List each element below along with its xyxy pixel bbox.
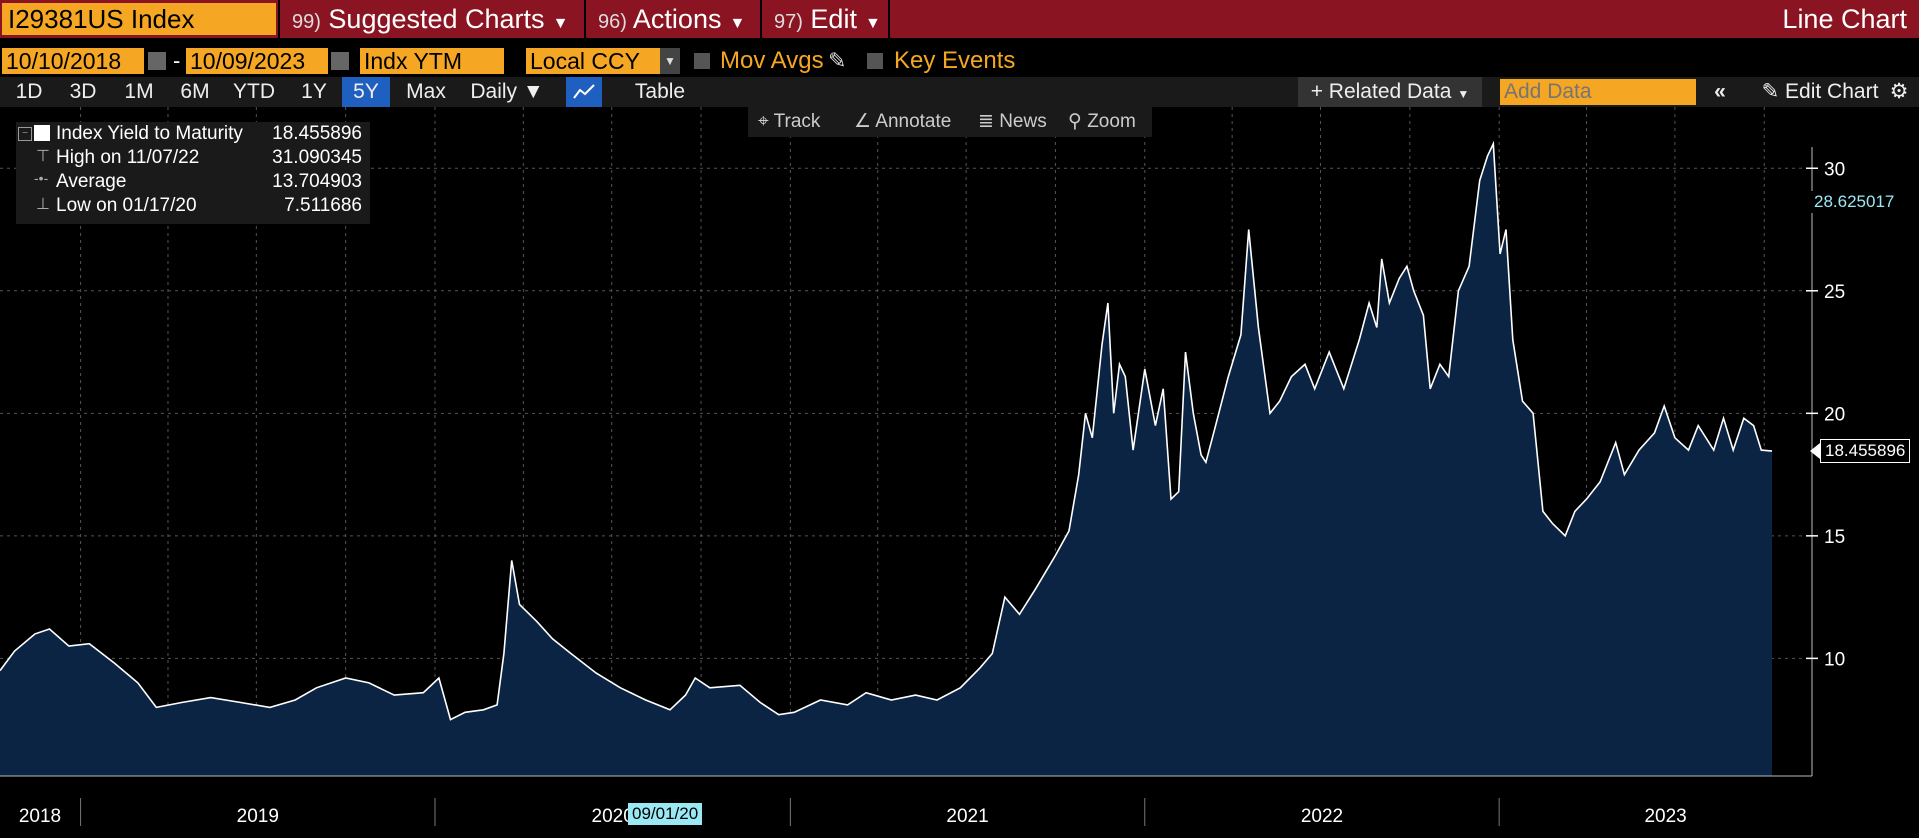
axes: 10 15 20 25 30 2018 2019 2020 2021 2022 2023 — [0, 147, 1845, 827]
news-tool[interactable]: ≣ News — [978, 107, 1047, 137]
calendar-icon[interactable] — [148, 52, 166, 70]
legend-high-label: High on 11/07/22 — [56, 147, 200, 168]
menu-number: 99) — [292, 11, 321, 33]
frequency-selector[interactable]: Daily ▼ — [470, 80, 544, 103]
crosshair-icon: ⌖ — [758, 111, 769, 132]
cursor-date-tag: 09/01/20 — [628, 803, 703, 825]
edit-chart-label: Edit Chart — [1785, 80, 1879, 103]
annotate-tool[interactable]: ∠ Annotate — [854, 107, 951, 137]
chart-tools: ⌖ Track ∠ Annotate ≣ News ⚲ Zoom — [748, 107, 1152, 137]
series-area — [0, 143, 1772, 777]
annotate-icon: ∠ — [854, 111, 872, 132]
ticker-field[interactable]: I29381US Index — [2, 3, 276, 35]
legend-series-label: Index Yield to Maturity — [56, 123, 243, 144]
line-chart-icon[interactable] — [566, 77, 602, 107]
zoom-tool[interactable]: ⚲ Zoom — [1068, 107, 1136, 137]
range-3d[interactable]: 3D — [69, 80, 97, 103]
annotate-label: Annotate — [875, 111, 952, 132]
table-button[interactable]: Table — [634, 80, 686, 103]
collapse-toggle-icon[interactable]: − — [18, 127, 32, 141]
mov-avgs-checkbox[interactable] — [694, 53, 710, 69]
legend-high-value: 31.090345 — [272, 147, 362, 168]
legend-average-value: 13.704903 — [272, 171, 362, 192]
chevron-down-icon[interactable]: ▼ — [660, 48, 680, 74]
average-marker-icon: -•- — [34, 170, 49, 186]
y-tick-label: 20 — [1824, 404, 1845, 425]
track-label: Track — [773, 111, 821, 132]
related-data-label: + Related Data — [1310, 80, 1452, 103]
track-tool[interactable]: ⌖ Track — [758, 107, 820, 137]
caret-down-icon: ▼ — [552, 15, 569, 32]
series-swatch — [34, 125, 50, 141]
x-axis-label: 2022 — [1301, 806, 1343, 827]
end-date-field[interactable]: 10/09/2023 — [186, 48, 328, 74]
y-tick-label: 25 — [1824, 282, 1845, 303]
cursor-value-tag: 28.625017 — [1810, 190, 1899, 213]
low-marker-icon: ⊥ — [36, 196, 50, 213]
x-axis-label: 2018 — [19, 806, 61, 827]
x-axis-label: 2020 — [592, 806, 634, 827]
range-1d[interactable]: 1D — [15, 80, 43, 103]
menu-number: 96) — [598, 11, 627, 33]
range-5y[interactable]: 5Y — [342, 77, 390, 107]
menu-label: Suggested Charts — [328, 4, 545, 34]
actions-menu[interactable]: 96) Actions ▼ — [584, 0, 760, 38]
series-line — [0, 140, 1773, 721]
range-max[interactable]: Max — [406, 80, 446, 103]
y-tick-label: 10 — [1824, 649, 1845, 670]
caret-down-icon: ▼ — [729, 15, 746, 32]
last-value-tag: 18.455896 — [1820, 439, 1911, 464]
menu-number: 97) — [774, 11, 803, 33]
news-label: News — [999, 111, 1047, 132]
legend-low-value: 7.511686 — [284, 195, 362, 216]
gear-icon[interactable]: ⚙ — [1889, 80, 1909, 103]
x-axis-label: 2023 — [1644, 806, 1686, 827]
currency-selector[interactable]: Local CCY — [526, 48, 660, 74]
range-ytd[interactable]: YTD — [233, 80, 275, 103]
range-1y[interactable]: 1Y — [301, 80, 327, 103]
zoom-label: Zoom — [1087, 111, 1136, 132]
edit-chart-button[interactable]: ✎ Edit Chart — [1738, 77, 1902, 107]
pencil-icon: ✎ — [1761, 80, 1780, 103]
news-icon: ≣ — [978, 111, 994, 132]
key-events-checkbox[interactable] — [867, 53, 883, 69]
chart-area[interactable]: 10 15 20 25 30 2018 2019 2020 2021 2022 2023 — [0, 107, 1919, 838]
add-data-input[interactable] — [1500, 79, 1696, 105]
y-tick-label: 15 — [1824, 527, 1845, 548]
last-value-arrow — [1810, 443, 1820, 460]
caret-down-icon: ▼ — [1457, 87, 1470, 101]
legend-series-value: 18.455896 — [272, 123, 362, 144]
caret-down-icon: ▼ — [864, 15, 881, 32]
key-events-label[interactable]: Key Events — [894, 47, 1016, 74]
field-selector[interactable]: Indx YTM — [360, 48, 504, 74]
calendar-icon[interactable] — [331, 52, 349, 70]
collapse-icon[interactable]: « — [1714, 80, 1726, 103]
date-separator: - — [173, 48, 181, 73]
range-1m[interactable]: 1M — [124, 80, 154, 103]
mov-avgs-label[interactable]: Mov Avgs — [720, 47, 824, 74]
x-axis-label: 2019 — [237, 806, 279, 827]
suggested-charts-menu[interactable]: 99) Suggested Charts ▼ — [278, 0, 584, 38]
chart-type-title: Line Chart — [1782, 4, 1907, 34]
related-data-button[interactable]: + Related Data ▼ — [1298, 77, 1482, 107]
y-tick-label: 30 — [1824, 159, 1845, 180]
legend-low-label: Low on 01/17/20 — [56, 195, 197, 216]
range-6m[interactable]: 6M — [180, 80, 210, 103]
legend-average-label: Average — [56, 171, 127, 192]
menu-label: Edit — [810, 4, 857, 34]
menu-label: Actions — [632, 4, 722, 34]
legend-box: − Index Yield to Maturity 18.455896 ⊤ Hi… — [16, 122, 370, 224]
pencil-icon[interactable]: ✎ — [828, 48, 847, 73]
high-marker-icon: ⊤ — [36, 148, 50, 165]
magnifier-icon: ⚲ — [1068, 111, 1082, 132]
edit-menu[interactable]: 97) Edit ▼ — [760, 0, 890, 38]
header-bar — [0, 0, 1919, 38]
x-axis-label: 2021 — [946, 806, 988, 827]
start-date-field[interactable]: 10/10/2018 — [2, 48, 144, 74]
